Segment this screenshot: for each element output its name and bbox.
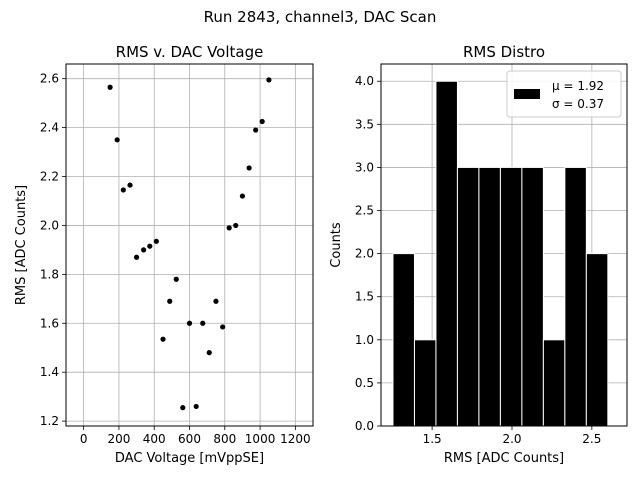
histogram-x-tick-label: 2.0 [502,432,521,446]
histogram-x-tick-label: 1.5 [423,432,442,446]
scatter-point [206,350,212,356]
histogram-y-tick-label: 3.5 [355,117,374,131]
scatter-point [120,187,126,193]
scatter-point [186,320,193,326]
histogram-x-axis-label: RMS [ADC Counts] [444,451,564,466]
scatter-point [226,225,232,231]
scatter-point [107,84,113,90]
scatter-x-tick-label: 0 [80,432,88,446]
histogram-title: RMS Distro [463,43,545,61]
scatter-point [193,403,199,410]
legend-mean-text: μ = 1.92 [552,79,604,93]
histogram-axes: 1.5 2.0 2.5 0.0 0.5 1.0 1.5 2.0 2.5 3.0 3.5 4.0 RM… [329,43,628,466]
histogram-y-tick-label: 0.5 [355,376,374,390]
scatter-point [180,405,186,411]
scatter-point [173,276,179,282]
histogram-axes-frame [380,63,628,427]
scatter-x-ticks: 0 200 400 600 800 1000 1200 [80,426,311,446]
scatter-point [233,222,239,229]
scatter-title: RMS v. DAC Voltage [116,43,264,61]
histogram-bar [521,166,544,427]
scatter-y-tick-label: 2.4 [40,121,59,135]
scatter-y-tick-label: 1.2 [40,414,59,428]
scatter-point [259,118,265,125]
scatter-point [133,254,140,260]
histogram-x-tick-label: 2.5 [582,432,601,446]
histogram-bar [564,166,587,427]
histogram-x-ticks: 1.5 2.0 2.5 [423,426,601,446]
legend-swatch [514,89,540,99]
histogram-bar [478,166,501,427]
histogram-legend: μ = 1.92 σ = 0.37 [506,70,622,118]
histogram-bar [435,80,458,427]
legend-sigma-text: σ = 0.37 [552,97,604,111]
scatter-axes: 0 200 400 600 800 1000 1200 1.2 1.4 1.6 1.8 2.0 2.2… [14,43,314,466]
scatter-y-ticks: 1.2 1.4 1.6 1.8 2.0 2.2 2.4 2.6 [40,72,66,428]
scatter-x-tick-label: 1000 [245,432,276,446]
histogram-y-tick-label: 2.5 [355,204,374,218]
scatter-point [200,320,206,326]
scatter-x-tick-label: 1200 [280,432,311,446]
histogram-bar [499,166,523,427]
histogram-bars [392,80,609,427]
scatter-point [141,247,147,253]
histogram-y-tick-label: 1.0 [355,333,374,347]
scatter-point [167,298,173,304]
scatter-y-tick-label: 1.8 [40,267,59,281]
scatter-point [213,298,219,304]
scatter-x-axis-label: DAC Voltage [mVppSE] [115,451,264,466]
histogram-y-tick-label: 1.5 [355,290,374,304]
histogram-y-tick-label: 0.0 [355,419,374,433]
histogram-bar [413,339,437,427]
scatter-x-tick-label: 600 [178,432,201,446]
histogram-y-axis-label: Counts [329,222,344,268]
scatter-point [239,193,246,199]
histogram-y-tick-label: 3.0 [355,160,374,174]
figure-suptitle: Run 2843, channel3, DAC Scan [204,8,437,26]
scatter-y-tick-label: 1.4 [40,365,59,379]
scatter-y-tick-label: 2.0 [40,218,59,232]
scatter-points [107,77,272,411]
scatter-point [253,127,259,133]
scatter-point [127,182,133,188]
scatter-y-tick-label: 2.6 [40,72,59,86]
scatter-point [114,137,120,143]
scatter-point [266,77,272,83]
legend-frame [506,70,622,118]
scatter-point [153,238,159,244]
histogram-bar [456,166,480,427]
scatter-point [246,165,252,171]
scatter-point [147,243,153,249]
scatter-y-axis-label: RMS [ADC Counts] [14,185,29,305]
scatter-y-tick-label: 2.2 [40,170,59,184]
scatter-x-tick-label: 200 [107,432,130,446]
scatter-x-tick-label: 800 [213,432,236,446]
histogram-y-ticks: 0.0 0.5 1.0 1.5 2.0 2.5 3.0 3.5 4.0 [355,74,381,433]
scatter-x-tick-label: 400 [143,432,166,446]
scatter-point [220,324,226,330]
histogram-bar [392,253,415,427]
scatter-point [160,336,166,342]
histogram-bar [585,253,609,427]
histogram-y-tick-label: 2.0 [355,247,374,261]
histogram-bar [542,339,566,427]
histogram-y-tick-label: 4.0 [355,74,374,88]
scatter-y-tick-label: 1.6 [40,316,59,330]
